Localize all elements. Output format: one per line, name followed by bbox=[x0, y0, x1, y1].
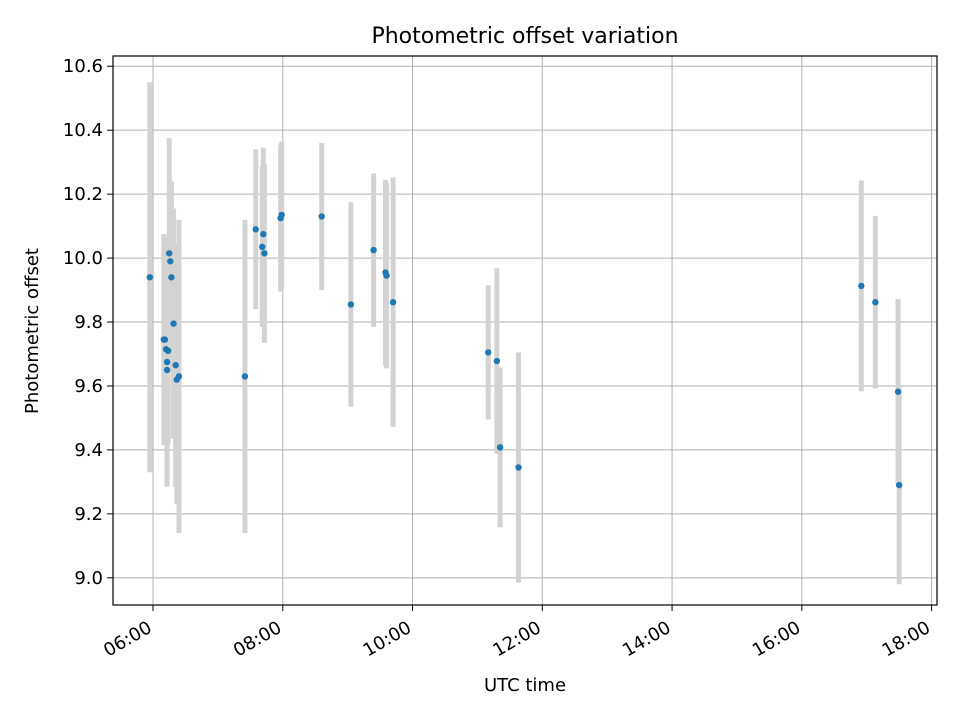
data-point bbox=[895, 481, 903, 489]
data-point bbox=[493, 357, 501, 365]
data-point bbox=[166, 250, 173, 257]
chart-title: Photometric offset variation bbox=[371, 24, 678, 49]
data-point bbox=[168, 274, 175, 281]
data-point bbox=[146, 274, 153, 281]
data-point bbox=[278, 211, 285, 219]
grid bbox=[113, 56, 937, 605]
data-point bbox=[370, 246, 377, 254]
data-point bbox=[894, 388, 902, 395]
y-tick-label: 10.2 bbox=[63, 184, 103, 205]
y-tick-label: 9.0 bbox=[74, 568, 103, 589]
data-points bbox=[146, 211, 903, 489]
y-tick-label: 10.6 bbox=[63, 56, 103, 77]
data-point bbox=[161, 336, 169, 343]
y-axis-label: Photometric offset bbox=[22, 248, 43, 414]
data-point bbox=[515, 464, 522, 471]
y-tick-label: 9.4 bbox=[74, 440, 103, 461]
data-point bbox=[167, 258, 174, 265]
data-point bbox=[252, 226, 259, 233]
data-point bbox=[241, 373, 249, 380]
data-point bbox=[175, 373, 183, 380]
y-tick-label: 9.6 bbox=[74, 376, 103, 397]
data-point bbox=[383, 272, 390, 279]
data-point bbox=[260, 230, 267, 238]
x-axis-label: UTC time bbox=[484, 675, 566, 696]
data-point bbox=[389, 299, 397, 306]
y-axis-ticks: 9.0 9.2 9.4 9.6 9.8 10.0 10.2 10.4 10.6 bbox=[63, 56, 113, 589]
plot-frame bbox=[112, 55, 938, 606]
y-tick-label: 9.8 bbox=[74, 312, 103, 333]
y-tick-label: 9.2 bbox=[74, 504, 103, 525]
data-point bbox=[872, 299, 879, 306]
data-point bbox=[485, 349, 492, 356]
data-point bbox=[261, 250, 268, 257]
data-point bbox=[347, 301, 355, 308]
data-point bbox=[170, 320, 177, 327]
data-point bbox=[496, 444, 504, 451]
data-point bbox=[164, 347, 172, 355]
data-point bbox=[172, 361, 179, 369]
data-point bbox=[163, 358, 171, 366]
data-point bbox=[259, 243, 266, 251]
y-tick-label: 10.0 bbox=[63, 248, 103, 269]
data-point bbox=[318, 213, 325, 220]
data-point bbox=[858, 282, 865, 290]
y-tick-label: 10.4 bbox=[63, 120, 103, 141]
data-point bbox=[163, 366, 171, 374]
